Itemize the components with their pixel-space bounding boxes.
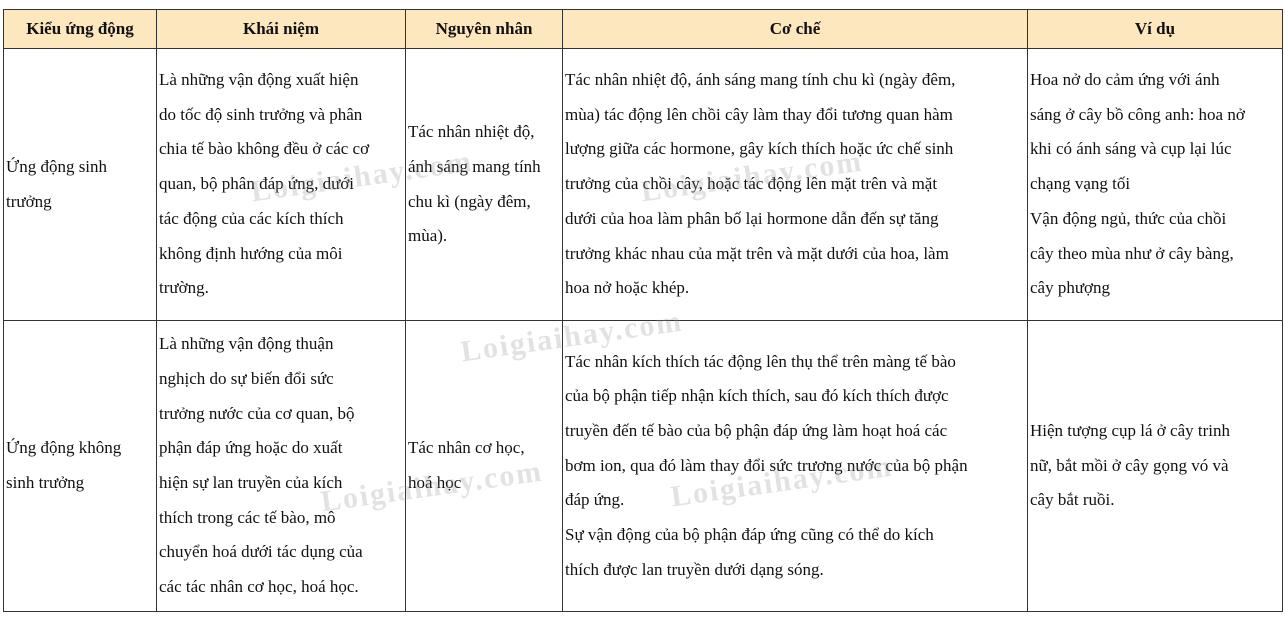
cell-cause: Tác nhân nhiệt độ, ánh sáng mang tính ch… xyxy=(405,48,563,321)
header-example: Ví dụ xyxy=(1027,9,1283,49)
cell-cause: Tác nhân cơ học, hoá học xyxy=(405,320,563,612)
header-cause: Nguyên nhân xyxy=(405,9,563,49)
cell-example: Hiện tượng cụp lá ở cây trinh nữ, bắt mồ… xyxy=(1027,320,1283,612)
cell-concept: Là những vận động thuận nghịch do sự biế… xyxy=(156,320,406,612)
cell-type: Ứng động sinh trưởng xyxy=(3,48,157,321)
header-row: Kiểu ứng động Khái niệm Nguyên nhân Cơ c… xyxy=(3,9,1283,49)
comparison-table: Kiểu ứng động Khái niệm Nguyên nhân Cơ c… xyxy=(3,9,1283,612)
cell-type: Ứng động không sinh trưởng xyxy=(3,320,157,612)
header-mechanism: Cơ chế xyxy=(562,9,1028,49)
table-row: Ứng động sinh trưởng Là những vận động x… xyxy=(3,48,1283,321)
table-row: Ứng động không sinh trưởng Là những vận … xyxy=(3,320,1283,612)
header-concept: Khái niệm xyxy=(156,9,406,49)
cell-mechanism: Tác nhân nhiệt độ, ánh sáng mang tính ch… xyxy=(562,48,1028,321)
cell-example: Hoa nở do cảm ứng với ánh sáng ở cây bồ … xyxy=(1027,48,1283,321)
header-type: Kiểu ứng động xyxy=(3,9,157,49)
cell-mechanism: Tác nhân kích thích tác động lên thụ thể… xyxy=(562,320,1028,612)
cell-concept: Là những vận động xuất hiện do tốc độ si… xyxy=(156,48,406,321)
